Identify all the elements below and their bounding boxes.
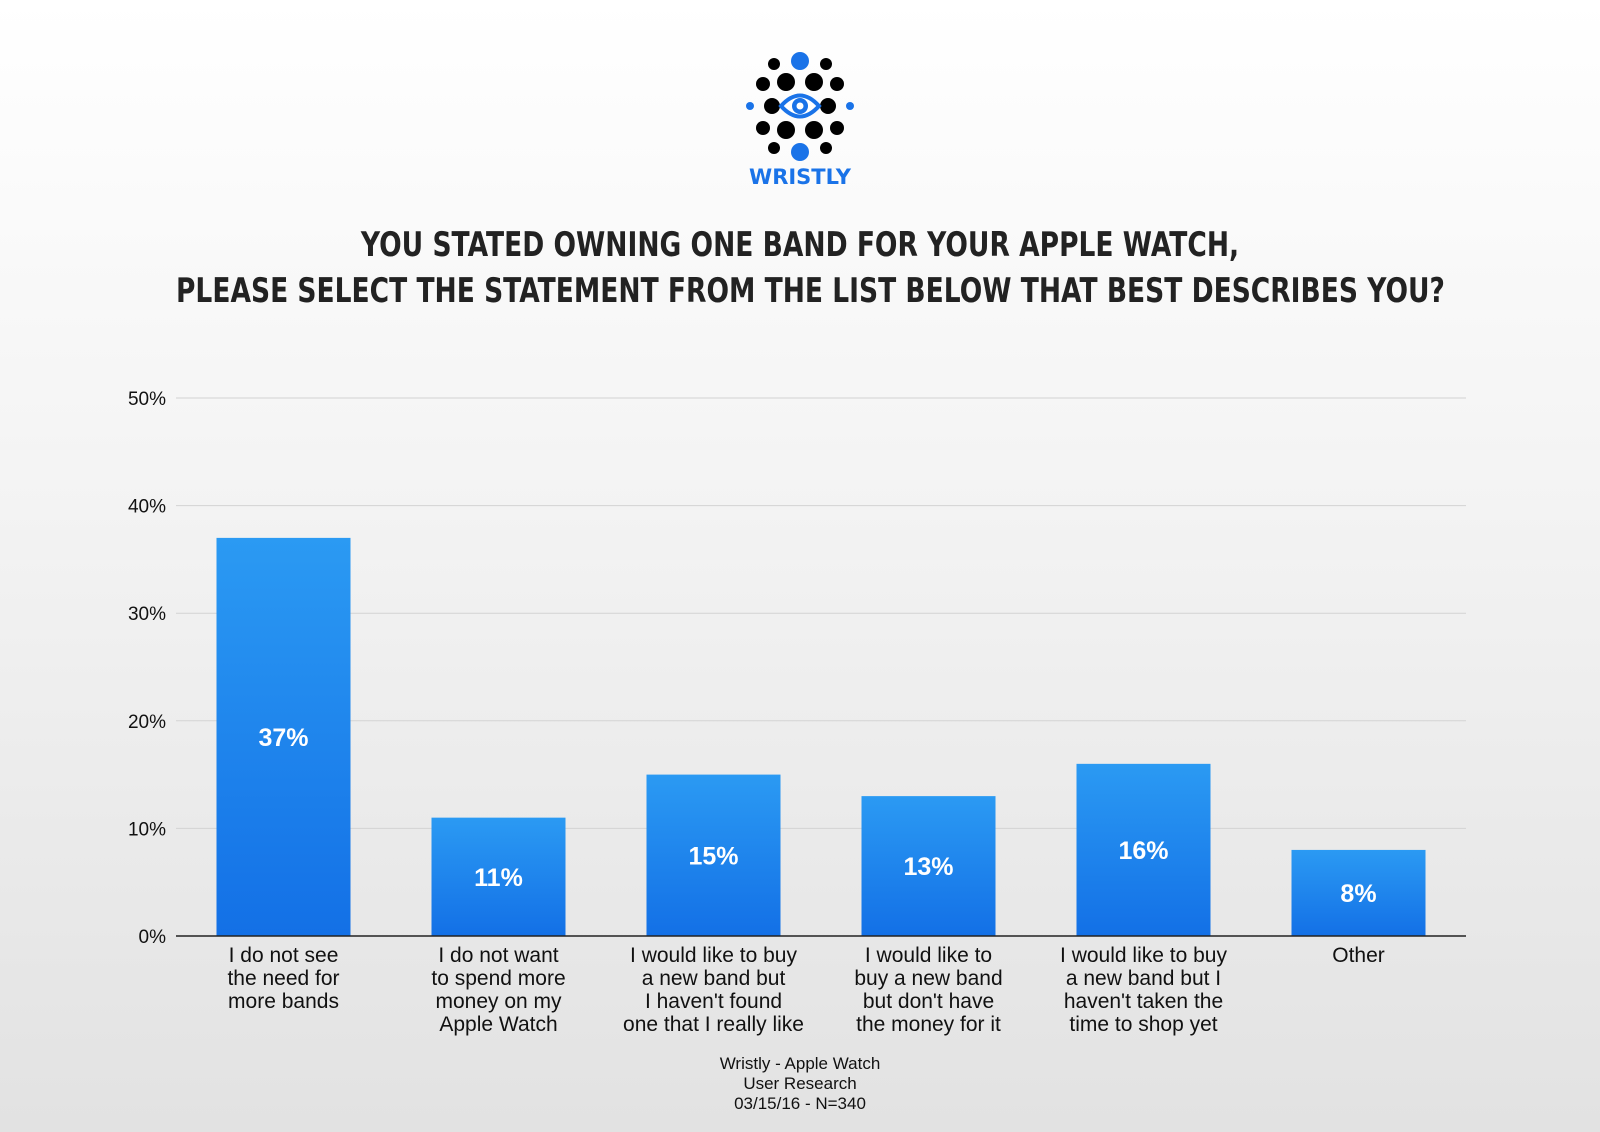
chart-title-line-1: YOU STATED OWNING ONE BAND FOR YOUR APPL… — [360, 225, 1240, 265]
bar — [1076, 763, 1211, 936]
x-tick-label-line: I haven't found — [644, 990, 783, 1013]
bar-data-label: 15% — [688, 842, 738, 870]
y-tick-label: 0% — [139, 927, 167, 948]
y-axis-ticks: 0% 10% 20% 30% 40% 50% — [128, 389, 166, 948]
bar — [646, 774, 781, 936]
x-tick-label-line: one that I really like — [623, 1013, 804, 1036]
eye-dots-logo-icon — [746, 52, 854, 161]
x-tick-label-line: Apple Watch — [439, 1013, 558, 1036]
bar-data-label: 11% — [474, 864, 523, 892]
x-tick-label-line: I would like to — [864, 944, 993, 967]
x-tick-label-line: I would like to buy — [630, 944, 797, 967]
gridlines — [176, 397, 1466, 829]
x-tick-label-line: haven't taken the — [1063, 990, 1224, 1013]
x-tick-label-line: a new band but — [641, 967, 786, 990]
x-tick-label-line: the money for it — [856, 1013, 1001, 1036]
x-tick-label: I would like to buy a new band but I haven… — [614, 944, 814, 1036]
x-tick-label: Other — [1259, 944, 1459, 967]
x-tick-label-line: buy a new band — [854, 967, 1003, 990]
bar-data-label: 8% — [1340, 880, 1376, 908]
x-tick-label-line: money on my — [435, 990, 562, 1013]
x-tick-label-line: I do not see — [228, 944, 339, 967]
bar-data-label: 16% — [1118, 837, 1168, 865]
bar-data-label: 37% — [258, 724, 308, 752]
bar — [861, 796, 996, 936]
x-tick-label-line: I would like to buy — [1060, 944, 1227, 967]
bar — [216, 537, 351, 936]
x-tick-label-line: the need for — [227, 967, 340, 990]
x-tick-label-line: I do not want — [438, 944, 559, 967]
bar-data-label: 13% — [903, 853, 953, 881]
x-tick-label-line: but don't have — [862, 990, 995, 1013]
chart-title: YOU STATED OWNING ONE BAND FOR YOUR APPL… — [176, 222, 1445, 314]
x-tick-label: I would like to buy a new band but don't h… — [829, 944, 1029, 1036]
y-tick-label: 40% — [128, 497, 166, 518]
x-tick-label-line: a new band but I — [1065, 967, 1222, 990]
y-tick-label: 30% — [128, 604, 166, 625]
bar — [1291, 849, 1426, 936]
x-tick-label-line: time to shop yet — [1069, 1013, 1218, 1036]
x-tick-label: I do not see the need for more bands — [184, 944, 384, 1013]
bars: 37% 11% 15% 13% 16% 8% — [216, 537, 1426, 936]
source-footer: Wristly - Apple Watch User Research 03/1… — [0, 1054, 1600, 1114]
x-tick-label: I do not want to spend more money on my App… — [399, 944, 599, 1036]
wristly-logo: WRISTLY — [746, 52, 854, 189]
brand-name: WRISTLY — [749, 165, 852, 189]
footer-line-1: Wristly - Apple Watch — [719, 1054, 881, 1073]
chart-title-line-2: PLEASE SELECT THE STATEMENT FROM THE LIS… — [176, 271, 1445, 311]
bar — [431, 817, 566, 936]
x-tick-label-line: more bands — [228, 990, 339, 1013]
x-tick-label-line: Other — [1332, 944, 1385, 967]
footer-line-3: 03/15/16 - N=340 — [734, 1094, 866, 1113]
y-tick-label: 20% — [128, 712, 166, 733]
y-tick-label: 50% — [128, 389, 166, 410]
x-tick-label-line: to spend more — [431, 967, 566, 990]
y-tick-label: 10% — [128, 819, 166, 840]
footer-line-2: User Research — [743, 1074, 857, 1093]
